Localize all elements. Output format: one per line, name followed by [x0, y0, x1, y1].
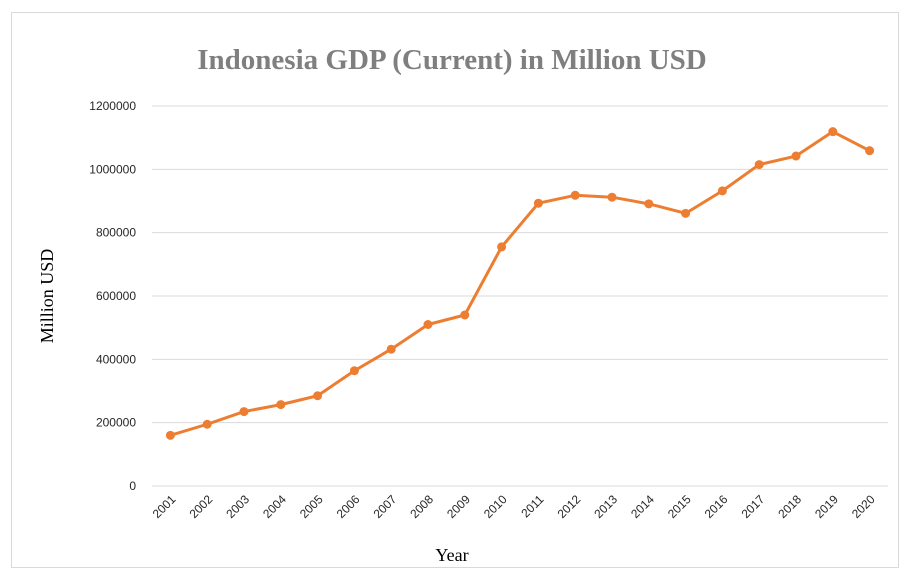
data-point	[828, 127, 838, 137]
y-tick-label: 400000	[96, 352, 136, 366]
data-point	[607, 192, 617, 202]
data-point	[386, 344, 396, 354]
data-point	[681, 208, 691, 218]
y-tick-label: 600000	[96, 289, 136, 303]
x-tick-label: 2014	[628, 492, 657, 521]
x-tick-label: 2010	[481, 492, 510, 521]
x-tick-label: 2009	[444, 492, 473, 521]
y-tick-label: 1200000	[89, 99, 136, 113]
data-point	[313, 391, 323, 401]
y-tick-label: 800000	[96, 226, 136, 240]
data-point	[791, 151, 801, 161]
data-point	[497, 242, 507, 252]
x-tick-label: 2002	[187, 492, 216, 521]
data-point	[570, 190, 580, 200]
data-point	[460, 310, 470, 320]
y-tick-label: 1000000	[89, 162, 136, 176]
data-point	[533, 198, 543, 208]
data-point	[754, 160, 764, 170]
chart-title: Indonesia GDP (Current) in Million USD	[197, 44, 706, 76]
data-point	[644, 199, 654, 209]
x-tick-label: 2015	[665, 492, 694, 521]
x-tick-label: 2008	[407, 492, 436, 521]
x-tick-label: 2016	[702, 492, 731, 521]
data-point	[276, 400, 286, 410]
x-tick-labels: 2001 2002 2003 2004 2005 2006 2007 2008 2009 2010…	[150, 492, 878, 521]
y-axis-title: Million USD	[37, 249, 57, 344]
y-tick-labels: 0 200000 400000 600000 800000 1000000 1200000	[89, 99, 136, 493]
x-tick-label: 2003	[223, 492, 252, 521]
data-point	[717, 186, 727, 196]
x-tick-label: 2019	[812, 492, 841, 521]
y-tick-label: 200000	[96, 416, 136, 430]
x-tick-label: 2018	[775, 492, 804, 521]
x-tick-label: 2006	[334, 492, 363, 521]
x-tick-label: 2004	[260, 492, 289, 521]
x-tick-label: 2012	[555, 492, 584, 521]
data-point	[865, 146, 875, 156]
x-tick-label: 2005	[297, 492, 326, 521]
x-tick-label: 2017	[739, 492, 768, 521]
data-point	[349, 366, 359, 376]
x-tick-label: 2011	[518, 492, 546, 520]
series-line-group	[165, 127, 875, 440]
x-tick-label: 2013	[591, 492, 620, 521]
x-tick-label: 2001	[150, 492, 179, 521]
data-point	[202, 419, 212, 429]
x-tick-label: 2020	[849, 492, 878, 521]
data-point	[239, 407, 249, 417]
data-point	[165, 430, 175, 440]
series-line	[169, 130, 871, 437]
gridlines	[152, 105, 888, 487]
x-tick-label: 2007	[371, 492, 400, 521]
chart-frame	[11, 12, 899, 568]
y-tick-label: 0	[129, 479, 136, 493]
data-point	[423, 320, 433, 329]
x-axis-title: Year	[435, 545, 468, 565]
